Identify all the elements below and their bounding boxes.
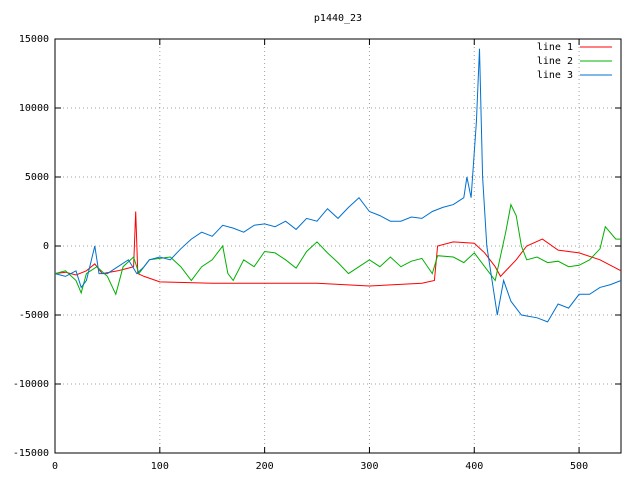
x-tick-label: 200 [256, 461, 274, 472]
x-tick-label: 400 [465, 461, 483, 472]
x-tick-label: 0 [52, 461, 58, 472]
x-tick-label: 100 [151, 461, 169, 472]
y-tick-label: -15000 [13, 448, 49, 459]
y-tick-label: 0 [43, 241, 49, 252]
plot-border [54, 38, 622, 454]
x-tick-label: 500 [570, 461, 588, 472]
legend-label: line 2 [537, 56, 573, 67]
y-tick-label: 10000 [19, 103, 49, 114]
y-tick-label: 5000 [25, 172, 49, 183]
legend-label: line 3 [537, 70, 573, 81]
series-line [54, 203, 621, 296]
y-tick-label: -5000 [19, 310, 49, 321]
y-tick-label: -10000 [13, 379, 49, 390]
series-line [54, 48, 622, 323]
legend-label: line 1 [537, 42, 573, 53]
x-tick-label: 300 [360, 461, 378, 472]
chart-title: p1440_23 [314, 13, 362, 24]
y-tick-label: 15000 [19, 34, 49, 45]
